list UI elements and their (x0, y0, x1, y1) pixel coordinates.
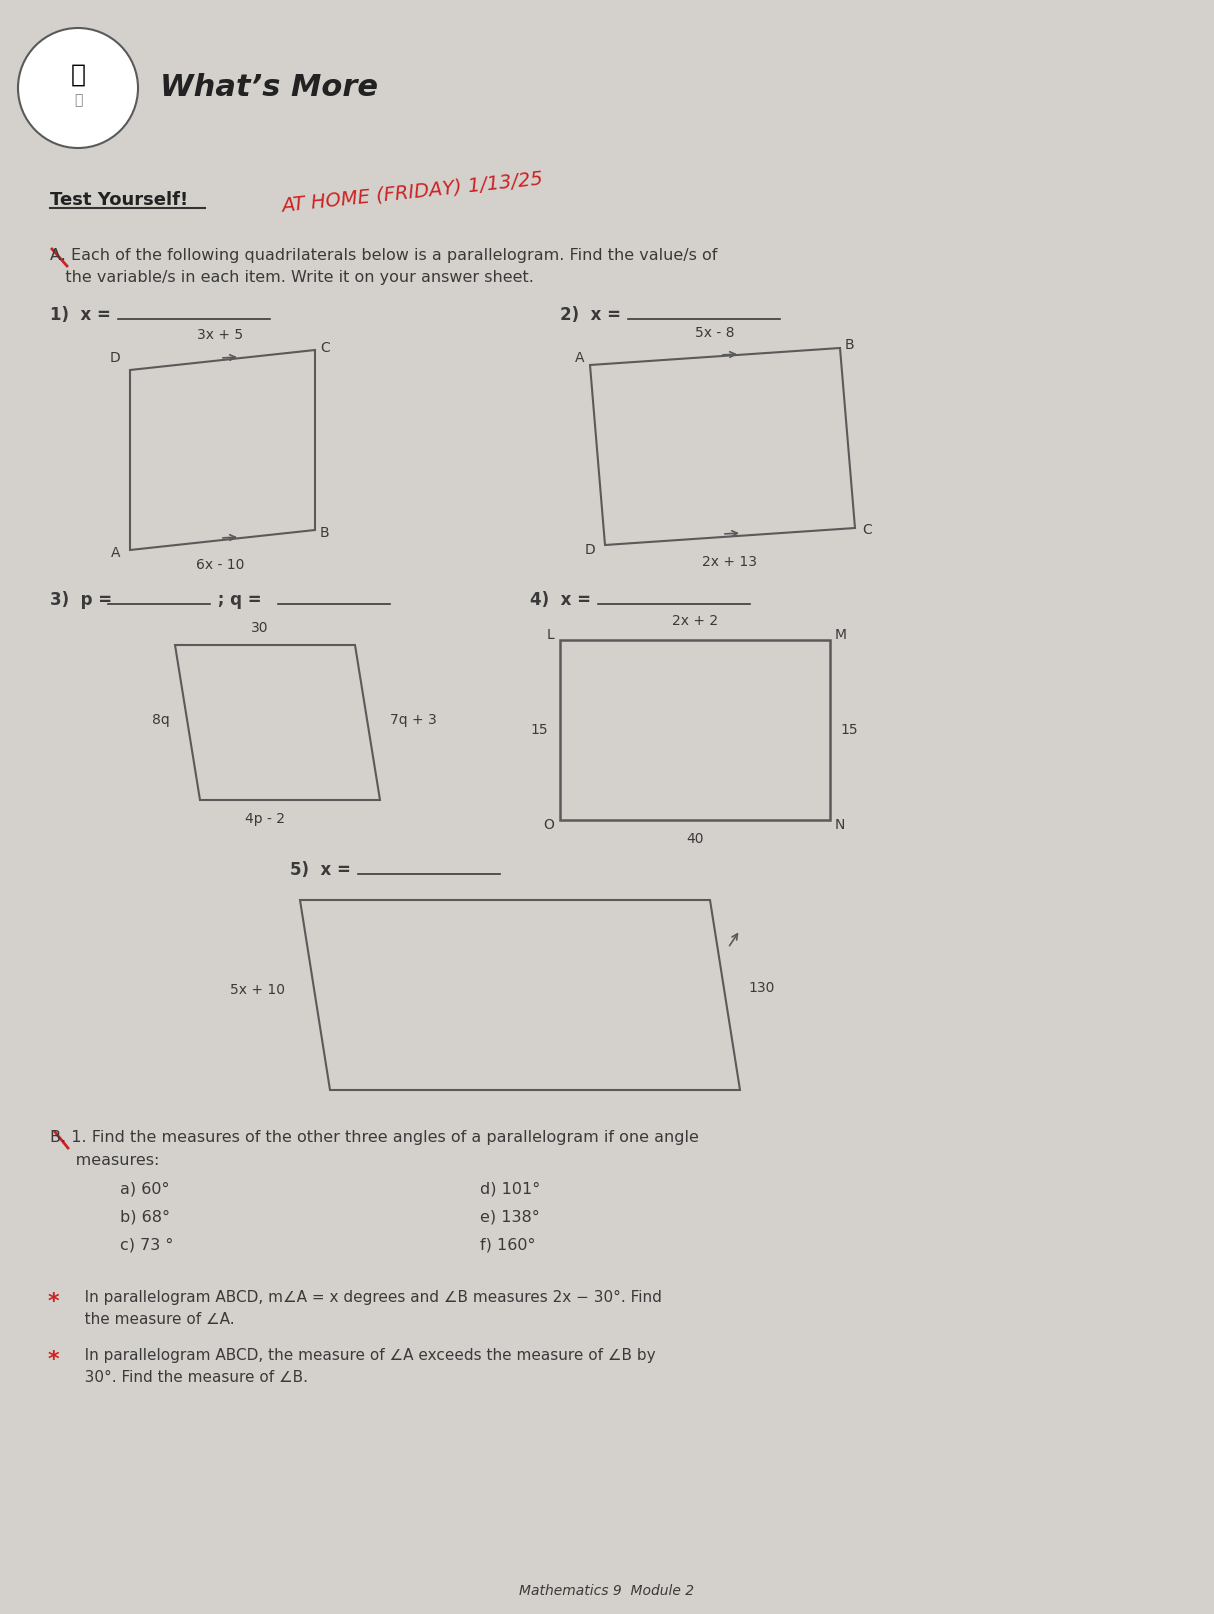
Text: In parallelogram ABCD, m∠A = x degrees and ∠B measures 2x − 30°. Find: In parallelogram ABCD, m∠A = x degrees a… (70, 1290, 662, 1306)
Text: 15: 15 (531, 723, 548, 738)
Text: B. 1. Find the measures of the other three angles of a parallelogram if one angl: B. 1. Find the measures of the other thr… (50, 1130, 699, 1144)
Text: N: N (835, 818, 845, 831)
Text: Mathematics 9  Module 2: Mathematics 9 Module 2 (520, 1583, 694, 1598)
Text: 130: 130 (748, 981, 775, 994)
Text: 2x + 13: 2x + 13 (703, 555, 758, 570)
Text: B: B (845, 337, 855, 352)
Text: b) 68°: b) 68° (120, 1210, 170, 1225)
Text: D: D (584, 542, 595, 557)
Text: ⬛: ⬛ (74, 94, 83, 107)
Text: a) 60°: a) 60° (120, 1181, 170, 1198)
Text: measures:: measures: (50, 1152, 159, 1169)
Text: In parallelogram ABCD, the measure of ∠A exceeds the measure of ∠B by: In parallelogram ABCD, the measure of ∠A… (70, 1348, 656, 1362)
Text: What’s More: What’s More (160, 74, 378, 103)
Text: 2x + 2: 2x + 2 (671, 613, 717, 628)
Text: B: B (320, 526, 330, 541)
Text: A: A (110, 546, 120, 560)
Text: 1)  x =: 1) x = (50, 307, 117, 324)
Text: 40: 40 (686, 831, 704, 846)
Text: f) 160°: f) 160° (480, 1238, 535, 1252)
Text: 5x + 10: 5x + 10 (229, 983, 285, 997)
Text: 3)  p =: 3) p = (50, 591, 118, 608)
Text: 🖐: 🖐 (70, 63, 85, 87)
Text: the measure of ∠A.: the measure of ∠A. (70, 1312, 234, 1327)
Text: O: O (543, 818, 554, 831)
Text: L: L (546, 628, 554, 642)
Text: 4)  x =: 4) x = (531, 591, 597, 608)
Text: 7q + 3: 7q + 3 (390, 713, 437, 726)
Text: C: C (862, 523, 872, 537)
Text: e) 138°: e) 138° (480, 1210, 540, 1225)
Text: AT HOME (FRIDAY) 1/13/25: AT HOME (FRIDAY) 1/13/25 (280, 169, 544, 215)
Text: 15: 15 (840, 723, 857, 738)
Text: 5)  x =: 5) x = (290, 860, 357, 880)
Circle shape (18, 27, 138, 148)
Text: 2)  x =: 2) x = (560, 307, 626, 324)
Text: *: * (49, 1291, 59, 1312)
Text: the variable/s in each item. Write it on your answer sheet.: the variable/s in each item. Write it on… (50, 270, 534, 286)
Text: 30: 30 (251, 621, 268, 634)
Text: c) 73 °: c) 73 ° (120, 1238, 174, 1252)
Text: Test Yourself!: Test Yourself! (50, 190, 188, 208)
Text: M: M (835, 628, 847, 642)
Text: A: A (574, 350, 584, 365)
Text: *: * (49, 1349, 59, 1370)
Text: d) 101°: d) 101° (480, 1181, 540, 1198)
Text: ; q =: ; q = (212, 591, 267, 608)
Text: C: C (320, 341, 330, 355)
Text: 4p - 2: 4p - 2 (245, 812, 285, 826)
Text: 30°. Find the measure of ∠B.: 30°. Find the measure of ∠B. (70, 1370, 308, 1385)
Text: 5x - 8: 5x - 8 (696, 326, 734, 341)
Text: 3x + 5: 3x + 5 (197, 328, 243, 342)
Text: D: D (109, 350, 120, 365)
Text: 6x - 10: 6x - 10 (195, 558, 244, 571)
Text: 8q: 8q (152, 713, 170, 726)
Text: A. Each of the following quadrilaterals below is a parallelogram. Find the value: A. Each of the following quadrilaterals … (50, 249, 717, 263)
